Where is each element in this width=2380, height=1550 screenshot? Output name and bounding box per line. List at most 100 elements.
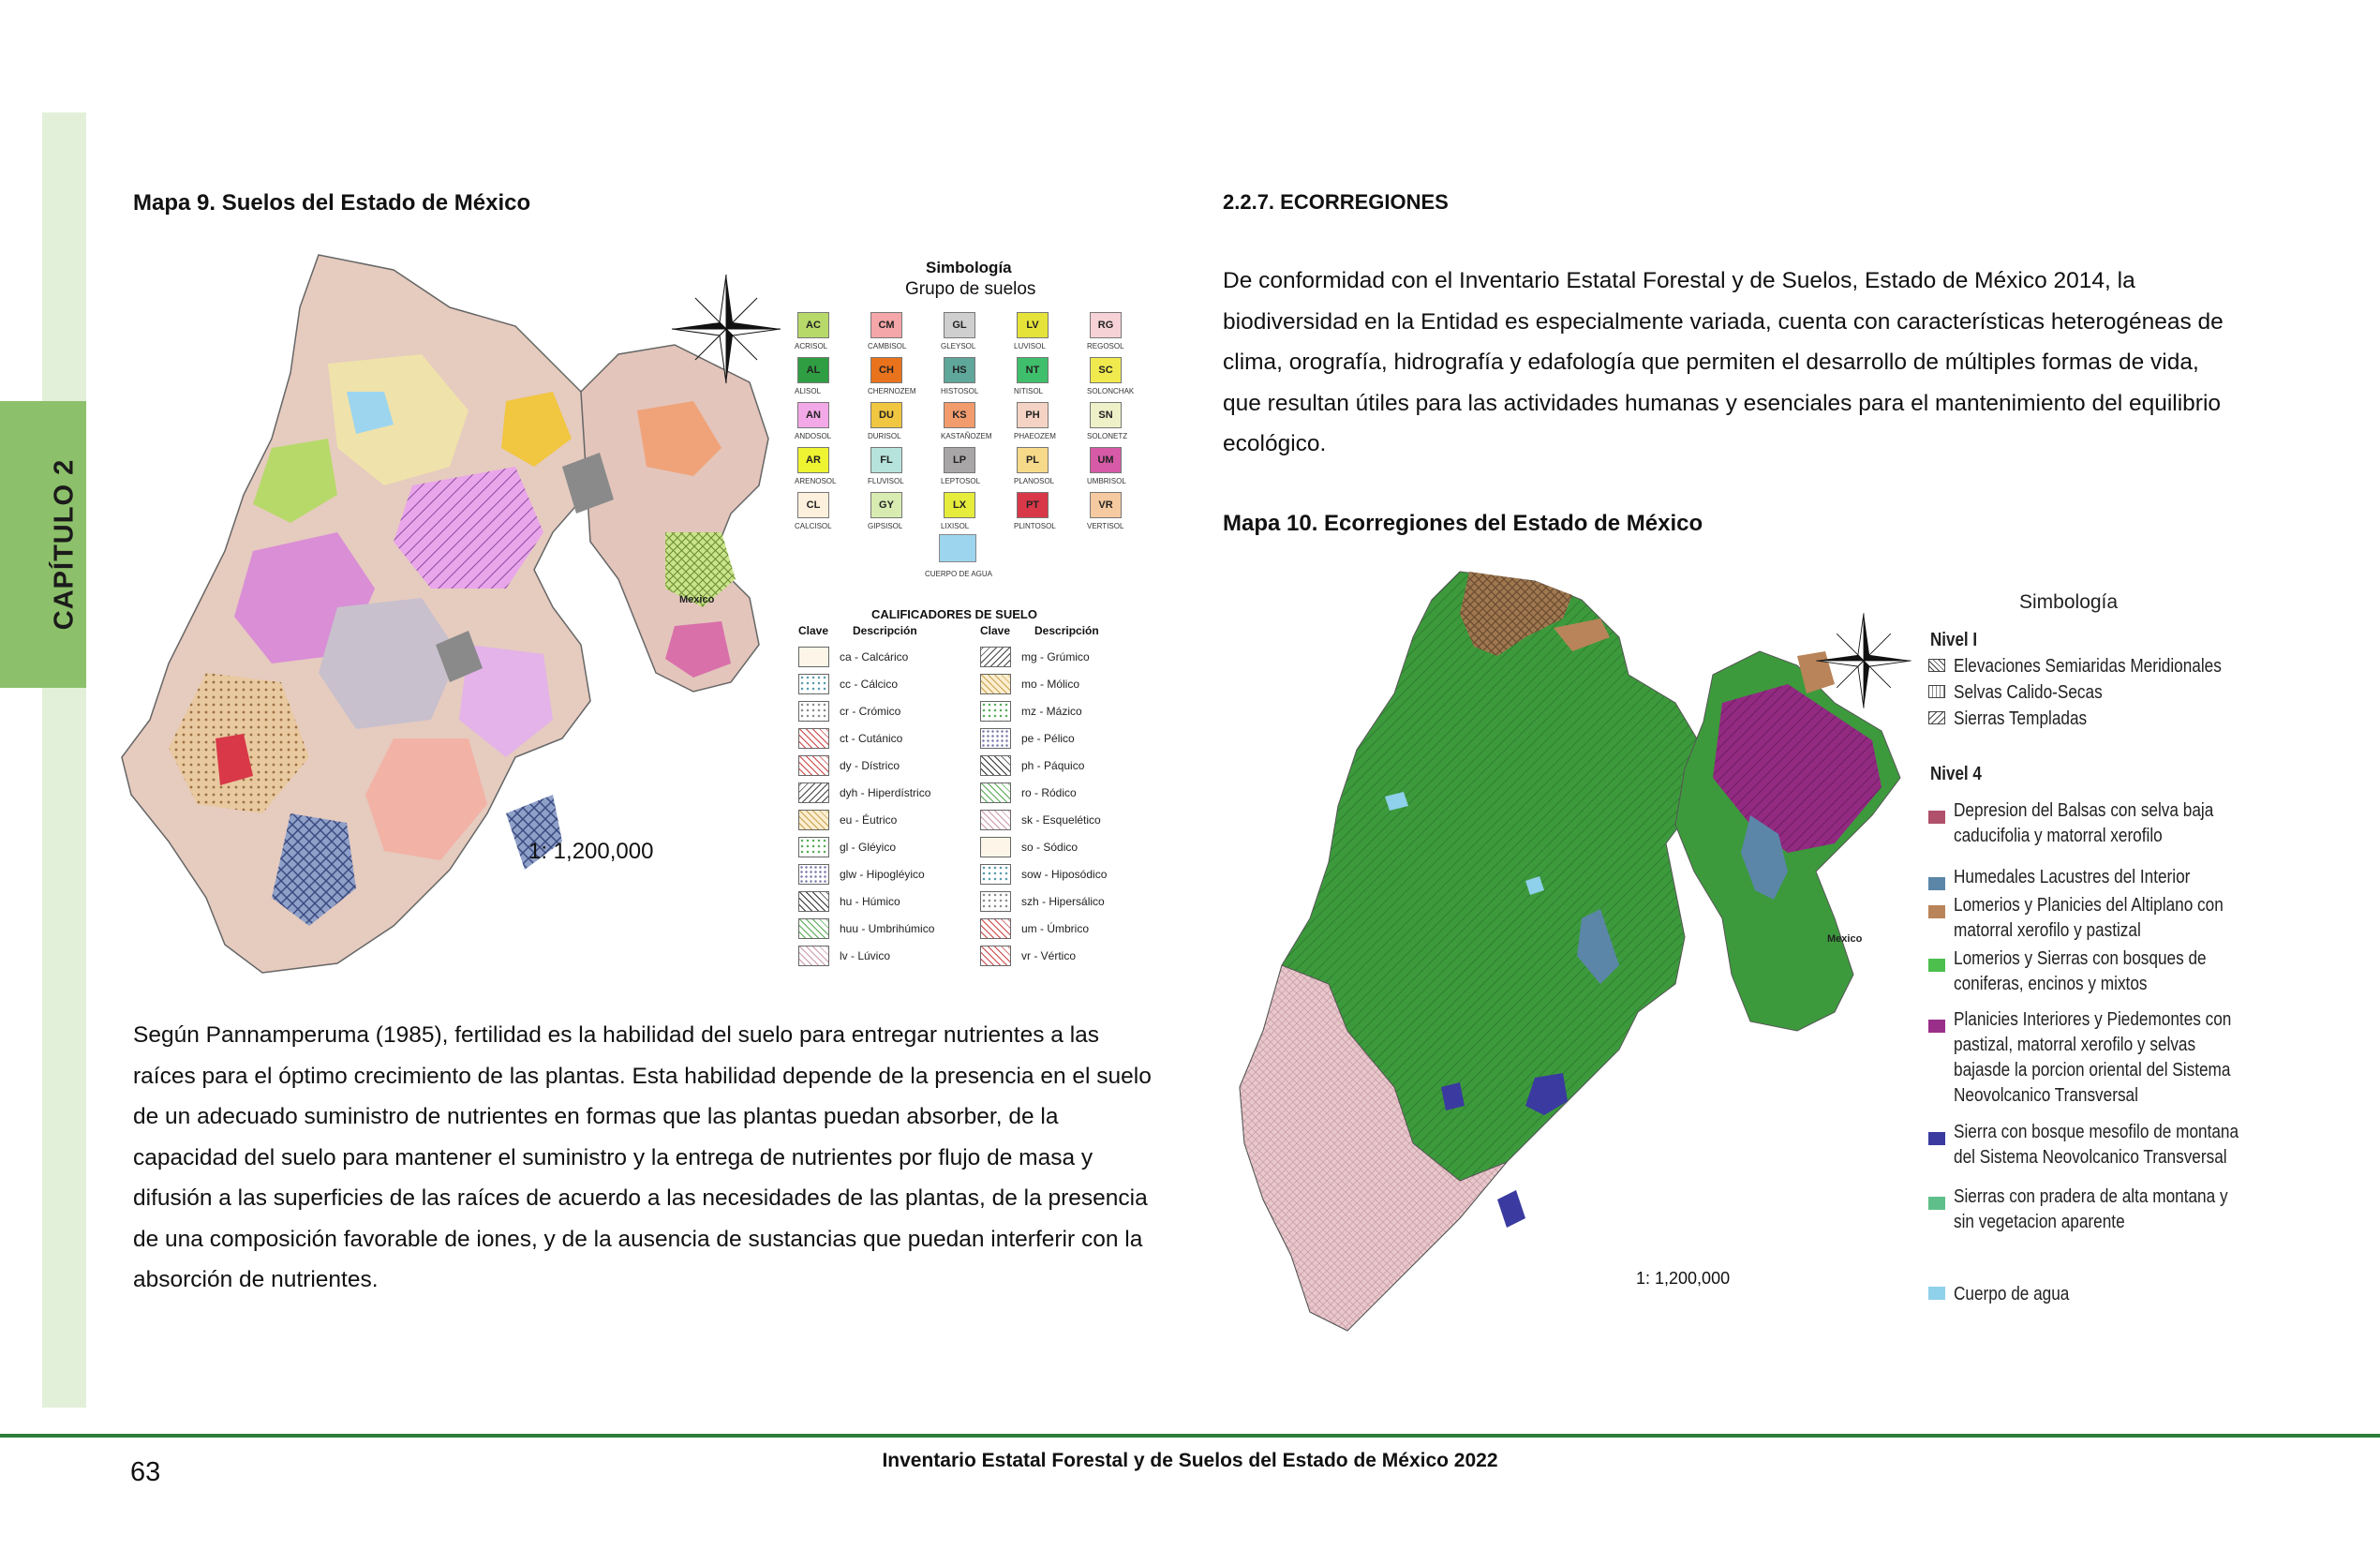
- qualifier-label: hu - Húmico: [840, 895, 900, 908]
- qualifier-swatch: [980, 837, 1011, 857]
- qualifier-swatch: [980, 647, 1011, 667]
- qualifier-swatch: [980, 946, 1011, 966]
- qualifier-swatch: [798, 728, 829, 749]
- qualifier-label: so - Sódico: [1021, 841, 1078, 854]
- soil-group-item: LP LEPTOSOL: [941, 447, 1014, 488]
- eco-water-item: Cuerpo de agua: [1928, 1282, 2088, 1307]
- qualifier-label: ct - Cutánico: [840, 732, 903, 745]
- dots-swatch: [1928, 685, 1945, 698]
- ecoregions-map-scale: 1: 1,200,000: [1636, 1269, 1731, 1288]
- qualifier-item: szh - Hipersálico: [980, 889, 1158, 917]
- ecoregions-paragraph: De conformidad con el Inventario Estatal…: [1223, 261, 2244, 465]
- qualifier-item: dy - Dístrico: [798, 753, 976, 781]
- eco-level4-label-line: Humedales Lacustres del Interior: [1954, 867, 2191, 887]
- soil-group-name: GLEYSOL: [941, 342, 976, 350]
- paragraph-line: capacidad del suelo para mantener el sum…: [133, 1144, 1093, 1170]
- soil-group-name: KASTAÑOZEM: [941, 432, 992, 440]
- compass-rose-icon: [1816, 613, 1911, 708]
- eco-level4-swatch: [1928, 877, 1945, 890]
- soil-group-code: PT: [1017, 492, 1049, 518]
- qualifier-swatch: [980, 810, 1011, 830]
- soil-group-code: KS: [944, 402, 975, 428]
- soil-group-item: AL ALISOL: [795, 357, 868, 398]
- qualifier-item: mz - Mázico: [980, 699, 1158, 726]
- soil-group-item: PL PLANOSOL: [1014, 447, 1087, 488]
- soil-group-code: PH: [1017, 402, 1049, 428]
- eco-level4-label-line: Sierras con pradera de alta montana y: [1954, 1186, 2228, 1207]
- soil-group-name: SOLONETZ: [1087, 432, 1128, 440]
- soil-group-item: GL GLEYSOL: [941, 312, 1014, 353]
- soil-group-name: CHERNOZEM: [868, 387, 916, 395]
- soil-group-code: UM: [1090, 447, 1122, 473]
- soil-group-name: PHAEOZEM: [1014, 432, 1056, 440]
- soil-group-item: UM UMBRISOL: [1087, 447, 1160, 488]
- eco-level4-swatch: [1928, 1132, 1945, 1145]
- soil-group-code: CH: [870, 357, 902, 383]
- eco-level4-swatch: [1928, 905, 1945, 918]
- soil-group-name: SOLONCHAK: [1087, 387, 1135, 395]
- eco-level4-item: Lomerios y Planicies del Altiplano con ma…: [1928, 893, 2268, 944]
- eco-level4-label-line: pastizal, matorral xerofilo y selvas: [1954, 1035, 2196, 1055]
- qualifier-label: gl - Gléyico: [840, 841, 897, 854]
- eco-level4-item: Depresion del Balsas con selva baja caduc…: [1928, 798, 2255, 849]
- eco-level4-swatch: [1928, 1020, 1945, 1033]
- eco-level4-item: Sierras con pradera de alta montana y sin…: [1928, 1185, 2272, 1235]
- map10-heading: Mapa 10. Ecorregiones del Estado de Méxi…: [1223, 511, 1703, 536]
- paragraph-line: ecológico.: [1223, 431, 1327, 456]
- eco-level4-label-line: sin vegetacion aparente: [1954, 1212, 2125, 1232]
- water-label: CUERPO DE AGUA: [925, 570, 993, 578]
- ecoregions-map-city-label: Mexico: [1827, 933, 1863, 945]
- soil-group-code: CL: [797, 492, 829, 518]
- eco-level4-label: Sierras con pradera de alta montana y sin…: [1954, 1185, 2228, 1235]
- eco-level4-label: Sierra con bosque mesofilo de montana del…: [1954, 1120, 2239, 1170]
- qualifier-item: lv - Lúvico: [798, 944, 976, 971]
- soil-group-name: PLINTOSOL: [1014, 522, 1056, 530]
- qualifier-label: cr - Crómico: [840, 705, 901, 718]
- soil-group-item: GY GIPSISOL: [868, 492, 941, 533]
- page-number: 63: [130, 1457, 161, 1487]
- soil-group-code: AL: [797, 357, 829, 383]
- footer-rule: [0, 1434, 2380, 1438]
- paragraph-line: raíces para el óptimo crecimiento de las…: [133, 1063, 1152, 1089]
- soil-group-code: VR: [1090, 492, 1122, 518]
- paragraph-line: de una composición favorable de iones, y…: [133, 1226, 1143, 1252]
- qualifier-label: mo - Mólico: [1021, 678, 1080, 691]
- soil-group-item: AC ACRISOL: [795, 312, 868, 353]
- qualifier-swatch: [980, 864, 1011, 885]
- soil-group-code: LP: [944, 447, 975, 473]
- soil-legend-title: Simbología: [926, 259, 1012, 276]
- soil-group-name: LUVISOL: [1014, 342, 1046, 350]
- qualifier-swatch: [980, 918, 1011, 939]
- soil-legend-subtitle: Grupo de suelos: [905, 279, 1036, 299]
- soil-group-name: NITISOL: [1014, 387, 1044, 395]
- qualifier-swatch: [798, 864, 829, 885]
- qualifier-item: gl - Gléyico: [798, 835, 976, 862]
- soil-group-name: LIXISOL: [941, 522, 970, 530]
- eco-legend-title: Simbología: [2019, 591, 2119, 613]
- qualifier-label: glw - Hipogléyico: [840, 868, 925, 881]
- chapter-tab: [0, 401, 86, 688]
- soil-group-code: GY: [870, 492, 902, 518]
- qualifiers-title: CALIFICADORES DE SUELO: [871, 607, 1037, 621]
- eco-level4-label: Lomerios y Sierras con bosques de conifer…: [1954, 946, 2207, 997]
- chapter-label: CAPÍTULO 2: [49, 458, 80, 631]
- eco-level4-label-line: Lomerios y Sierras con bosques de: [1954, 948, 2207, 969]
- qualifier-swatch: [980, 755, 1011, 776]
- soil-group-name: LEPTOSOL: [941, 477, 981, 485]
- qualifiers-left-column: ca - Calcárico cc - Cálcico cr - Crómico ct…: [798, 645, 976, 971]
- qualifier-label: sow - Hiposódico: [1021, 868, 1108, 881]
- soil-group-item: SC SOLONCHAK: [1087, 357, 1160, 398]
- eco-level4-item: Planicies Interiores y Piedemontes con pa…: [1928, 1007, 2277, 1109]
- eco-level1-item: Selvas Calido-Secas: [1928, 680, 2127, 706]
- eco-level4-label-line: bajasde la porcion oriental del Sistema: [1954, 1060, 2231, 1081]
- soil-group-name: ANDOSOL: [795, 432, 832, 440]
- soil-group-code: AR: [797, 447, 829, 473]
- qualifier-item: hu - Húmico: [798, 889, 976, 917]
- soil-group-code: LV: [1017, 312, 1049, 338]
- soil-group-name: REGOSOL: [1087, 342, 1124, 350]
- qualifier-swatch: [798, 674, 829, 694]
- map9-heading: Mapa 9. Suelos del Estado de México: [133, 190, 531, 216]
- qualifier-swatch: [798, 755, 829, 776]
- qualifier-label: szh - Hipersálico: [1021, 895, 1105, 908]
- qualifier-item: eu - Éutrico: [798, 808, 976, 835]
